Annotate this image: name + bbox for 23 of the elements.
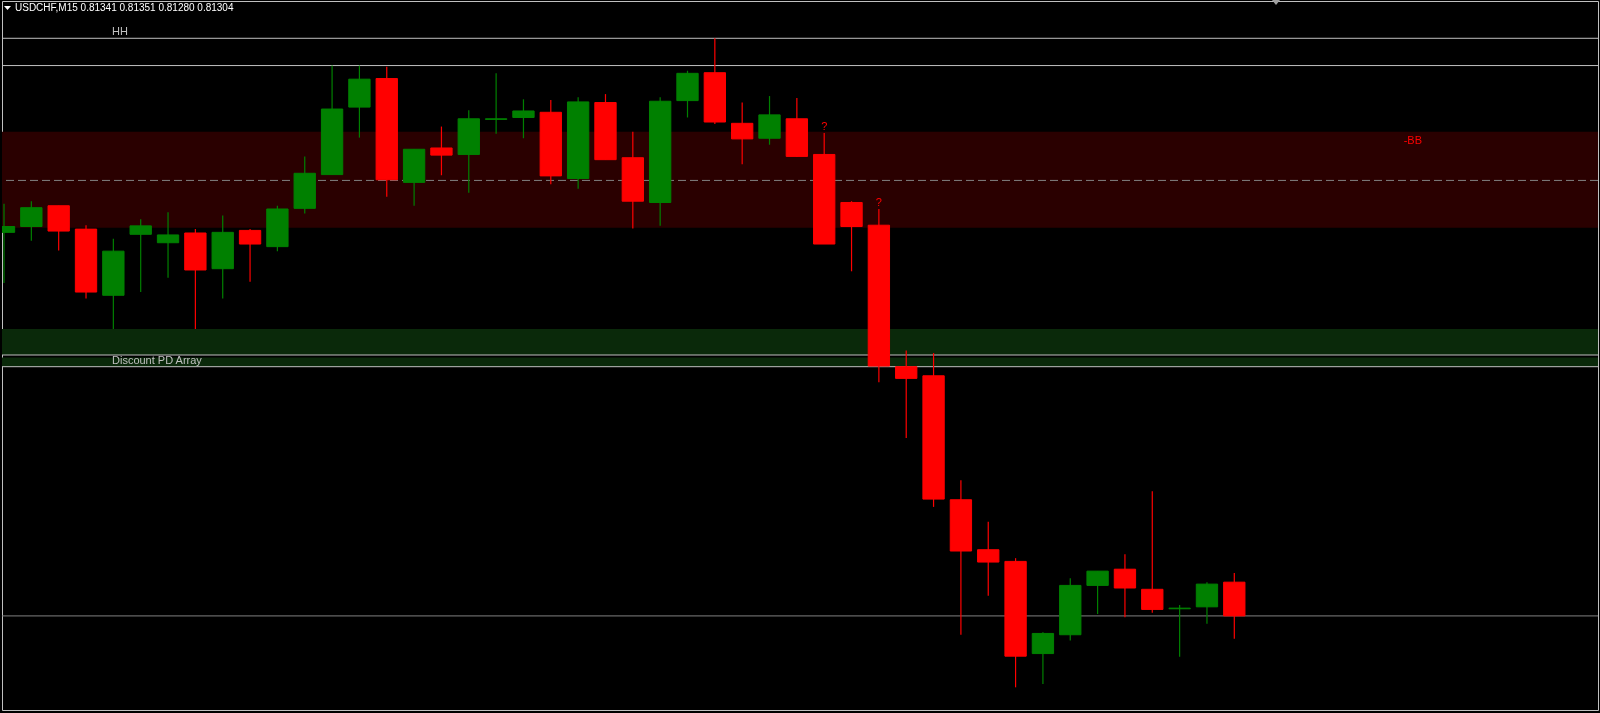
- candlestick: [977, 521, 1000, 597]
- candlestick: [238, 228, 262, 283]
- text: ?: [821, 120, 828, 133]
- candlestick: [731, 101, 754, 165]
- candlestick: [895, 349, 918, 439]
- chart-title: USDCHF,M15 0.81341 0.81351 0.81280 0.81304: [15, 2, 234, 13]
- candlestick: [1141, 490, 1164, 614]
- candlestick: [430, 125, 453, 176]
- text: ?: [875, 195, 882, 208]
- band-label: -BB: [1403, 133, 1422, 146]
- candlestick: [1113, 553, 1137, 618]
- candlestick: [1195, 581, 1219, 625]
- candlestick: [129, 218, 152, 293]
- candlestick: [512, 98, 535, 139]
- ref-line-label: HH: [112, 25, 128, 38]
- candlestick: [20, 200, 43, 242]
- candlestick: [156, 211, 180, 279]
- candlestick: [1086, 570, 1109, 615]
- candlestick: [758, 95, 781, 146]
- candlestick: [1031, 631, 1055, 685]
- candlestick: [1168, 604, 1191, 658]
- candlestick: [484, 72, 508, 135]
- ref-line-label: Discount PD Array: [112, 353, 203, 366]
